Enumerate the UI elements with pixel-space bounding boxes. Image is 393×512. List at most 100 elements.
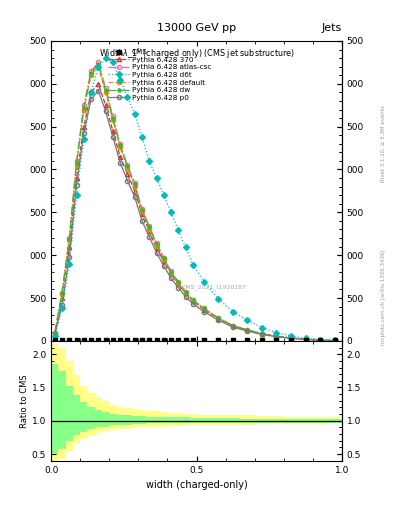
- Pythia 6.428 p0: [89, 96, 94, 102]
- Pythia 6.428 default: [96, 63, 101, 70]
- Pythia 6.428 p0: [216, 317, 221, 323]
- Pythia 6.428 p0: [147, 233, 152, 240]
- Pythia 6.428 dw: [260, 331, 264, 337]
- Pythia 6.428 dw: [132, 181, 137, 187]
- CMS: [118, 337, 123, 344]
- Pythia 6.428 370: [118, 154, 123, 160]
- Y-axis label: Ratio to CMS: Ratio to CMS: [20, 374, 29, 428]
- Pythia 6.428 370: [110, 128, 115, 134]
- CMS: [176, 337, 181, 344]
- Pythia 6.428 d6t: [303, 335, 308, 342]
- Pythia 6.428 atlas-csc: [147, 223, 152, 229]
- CMS: [318, 337, 323, 344]
- Pythia 6.428 d6t: [289, 333, 294, 339]
- Line: Pythia 6.428 d6t: Pythia 6.428 d6t: [53, 56, 337, 343]
- Pythia 6.428 d6t: [318, 336, 323, 343]
- CMS: [332, 337, 337, 344]
- Pythia 6.428 default: [231, 323, 235, 329]
- Pythia 6.428 p0: [169, 275, 173, 282]
- Pythia 6.428 dw: [289, 335, 294, 341]
- Pythia 6.428 dw: [52, 330, 57, 336]
- Pythia 6.428 370: [176, 281, 181, 287]
- Pythia 6.428 d6t: [147, 158, 152, 164]
- Text: CMS_2021_I1920187: CMS_2021_I1920187: [182, 284, 246, 290]
- Pythia 6.428 p0: [231, 324, 235, 330]
- Pythia 6.428 370: [245, 327, 250, 333]
- CMS: [169, 337, 173, 344]
- Line: Pythia 6.428 default: Pythia 6.428 default: [53, 65, 337, 343]
- Pythia 6.428 default: [103, 89, 108, 95]
- Line: Pythia 6.428 p0: Pythia 6.428 p0: [53, 89, 337, 343]
- Pythia 6.428 default: [169, 270, 173, 276]
- Pythia 6.428 dw: [176, 280, 181, 286]
- Pythia 6.428 p0: [132, 194, 137, 200]
- Pythia 6.428 d6t: [67, 261, 72, 267]
- Pythia 6.428 370: [132, 188, 137, 194]
- Pythia 6.428 d6t: [202, 279, 206, 285]
- Pythia 6.428 default: [74, 162, 79, 168]
- Pythia 6.428 atlas-csc: [183, 289, 188, 295]
- CMS: [260, 337, 264, 344]
- Pythia 6.428 dw: [202, 305, 206, 311]
- Pythia 6.428 p0: [110, 134, 115, 140]
- CMS: [162, 337, 166, 344]
- Pythia 6.428 dw: [147, 224, 152, 230]
- Pythia 6.428 dw: [154, 241, 159, 247]
- Line: Pythia 6.428 atlas-csc: Pythia 6.428 atlas-csc: [53, 60, 337, 343]
- Text: Width$\lambda\_1^1$ (charged only) (CMS jet substructure): Width$\lambda\_1^1$ (charged only) (CMS …: [99, 47, 294, 61]
- CMS: [110, 337, 115, 344]
- Pythia 6.428 d6t: [132, 111, 137, 117]
- Pythia 6.428 d6t: [191, 262, 195, 268]
- Pythia 6.428 dw: [81, 105, 86, 111]
- Pythia 6.428 default: [89, 72, 94, 78]
- Pythia 6.428 default: [52, 330, 57, 336]
- Pythia 6.428 370: [125, 170, 130, 177]
- Text: Rivet 3.1.10, ≥ 3.3M events: Rivet 3.1.10, ≥ 3.3M events: [381, 105, 386, 182]
- Pythia 6.428 atlas-csc: [60, 290, 64, 296]
- CMS: [67, 337, 72, 344]
- Pythia 6.428 p0: [176, 285, 181, 291]
- CMS: [216, 337, 221, 344]
- X-axis label: width (charged-only): width (charged-only): [146, 480, 247, 490]
- Pythia 6.428 p0: [260, 331, 264, 337]
- CMS: [89, 337, 94, 344]
- Pythia 6.428 370: [81, 123, 86, 130]
- Pythia 6.428 atlas-csc: [216, 315, 221, 321]
- Pythia 6.428 p0: [318, 337, 323, 343]
- CMS: [231, 337, 235, 344]
- Pythia 6.428 370: [260, 331, 264, 337]
- Pythia 6.428 d6t: [169, 209, 173, 216]
- Pythia 6.428 p0: [245, 328, 250, 334]
- Pythia 6.428 default: [216, 315, 221, 322]
- CMS: [96, 337, 101, 344]
- Pythia 6.428 atlas-csc: [169, 268, 173, 274]
- Pythia 6.428 p0: [125, 178, 130, 184]
- Pythia 6.428 dw: [274, 333, 279, 339]
- Pythia 6.428 atlas-csc: [289, 335, 294, 341]
- Pythia 6.428 dw: [140, 207, 144, 213]
- Pythia 6.428 d6t: [154, 175, 159, 181]
- Pythia 6.428 dw: [96, 61, 101, 67]
- Legend: CMS, Pythia 6.428 370, Pythia 6.428 atlas-csc, Pythia 6.428 d6t, Pythia 6.428 de: CMS, Pythia 6.428 370, Pythia 6.428 atla…: [107, 48, 213, 102]
- Pythia 6.428 atlas-csc: [74, 158, 79, 164]
- CMS: [52, 337, 57, 344]
- CMS: [245, 337, 250, 344]
- CMS: [140, 337, 144, 344]
- Pythia 6.428 370: [140, 211, 144, 217]
- Line: CMS: CMS: [53, 338, 336, 342]
- Pythia 6.428 dw: [216, 315, 221, 321]
- Pythia 6.428 d6t: [231, 309, 235, 315]
- Pythia 6.428 atlas-csc: [303, 336, 308, 343]
- Pythia 6.428 default: [132, 183, 137, 189]
- Pythia 6.428 atlas-csc: [140, 206, 144, 212]
- Pythia 6.428 default: [140, 208, 144, 215]
- Pythia 6.428 atlas-csc: [125, 162, 130, 168]
- Pythia 6.428 d6t: [140, 134, 144, 140]
- Pythia 6.428 atlas-csc: [132, 180, 137, 186]
- CMS: [60, 337, 64, 344]
- CMS: [81, 337, 86, 344]
- CMS: [274, 337, 279, 344]
- Pythia 6.428 dw: [303, 336, 308, 343]
- Pythia 6.428 dw: [60, 290, 64, 296]
- Pythia 6.428 atlas-csc: [118, 141, 123, 147]
